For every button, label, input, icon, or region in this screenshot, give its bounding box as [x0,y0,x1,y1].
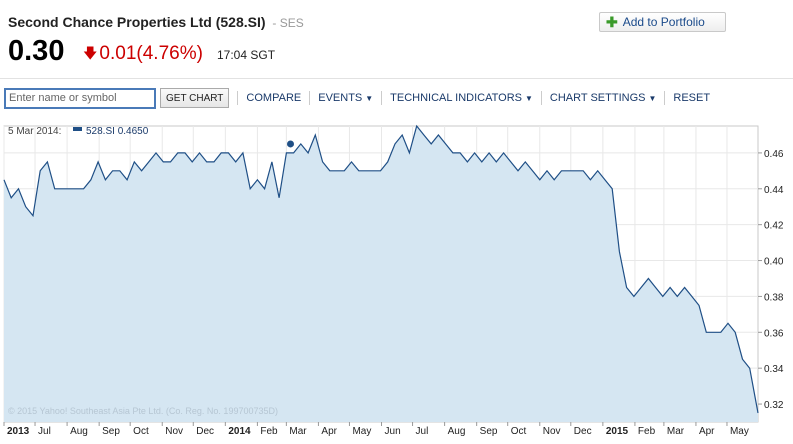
x-axis: 2013 Jul Aug Sep Oct Nov Dec 2014 Feb Mar Apr May Ju… [3,422,749,437]
y-tick-label: 0.46 [764,149,784,160]
company-title: Second Chance Properties Ltd (528.SI) - … [8,14,304,30]
last-price: 0.30 [8,35,65,67]
plus-icon: ✚ [606,13,618,30]
compare-button[interactable]: COMPARE [237,91,309,105]
reset-button[interactable]: RESET [664,91,718,105]
price-area-fill [4,126,758,422]
symbol-search-input[interactable] [4,87,156,109]
add-to-portfolio-button[interactable]: ✚ Add to Portfolio [599,12,726,32]
x-tick-label: Jun [385,426,401,437]
events-label: EVENTS [318,92,363,104]
x-tick-label: Oct [511,426,527,437]
hover-marker [286,140,294,148]
copyright-watermark: © 2015 Yahoo! Southeast Asia Pte Ltd. (C… [8,406,278,416]
x-tick-label: Feb [638,426,656,437]
quote-header: Second Chance Properties Ltd (528.SI) - … [8,0,793,80]
header-divider [0,78,793,79]
change-value: 0.01 [99,43,137,64]
y-tick-label: 0.44 [764,185,784,196]
x-tick-label: 2013 [7,426,30,437]
caret-down-icon: ▼ [524,93,533,103]
chart-legend: 5 Mar 2014: 528.SI 0.4650 [8,126,149,137]
chart-toolbar: GET CHART COMPARE EVENTS▼ TECHNICAL INDI… [4,87,718,109]
y-axis: 0.32 0.34 0.36 0.38 0.40 0.42 0.44 0.46 [758,149,784,411]
legend-date: 5 Mar 2014: [8,126,61,137]
x-tick-label: May [352,426,371,437]
caret-down-icon: ▼ [365,93,374,103]
x-tick-label: Sep [102,426,120,437]
x-tick-label: Nov [543,426,561,437]
compare-label: COMPARE [246,92,302,104]
y-tick-label: 0.38 [764,292,784,303]
get-chart-button[interactable]: GET CHART [160,88,230,108]
x-tick-label: Jul [416,426,429,437]
x-tick-label: Oct [133,426,149,437]
exchange-label: - SES [272,16,304,30]
x-tick-label: Feb [260,426,278,437]
add-to-portfolio-label: Add to Portfolio [622,15,705,29]
x-tick-label: Mar [667,426,685,437]
y-tick-label: 0.34 [764,364,784,375]
chart-settings-label: CHART SETTINGS [549,92,646,104]
x-tick-label: Mar [289,426,307,437]
events-menu[interactable]: EVENTS ▼ [309,91,381,105]
down-arrow-icon: 🡇 [83,45,98,61]
x-tick-label: Nov [165,426,183,437]
x-tick-label: Aug [448,426,466,437]
x-tick-label: Aug [70,426,88,437]
chart-settings-menu[interactable]: CHART SETTINGS ▼ [540,91,664,105]
price-chart-svg[interactable]: 0.32 0.34 0.36 0.38 0.40 0.42 0.44 0.46 2013 Jul… [0,118,793,439]
x-tick-label: Apr [699,426,715,437]
y-tick-label: 0.40 [764,257,784,268]
x-tick-label: May [730,426,749,437]
x-tick-label: Dec [574,426,592,437]
y-tick-label: 0.36 [764,328,784,339]
legend-swatch [73,127,82,131]
x-tick-label: Apr [321,426,337,437]
legend-value: 528.SI 0.4650 [86,126,149,137]
change-percent: (4.76%) [136,43,203,64]
technical-indicators-label: TECHNICAL INDICATORS [390,92,522,104]
price-chart[interactable]: 0.32 0.34 0.36 0.38 0.40 0.42 0.44 0.46 2013 Jul… [0,118,793,439]
price-line [3,124,759,414]
x-tick-label: Sep [480,426,498,437]
y-tick-label: 0.42 [764,221,784,232]
quote-time: 17:04 SGT [217,48,276,62]
x-tick-label: 2015 [606,426,629,437]
reset-label: RESET [673,92,711,104]
x-tick-label: Jul [38,426,51,437]
x-tick-label: Dec [196,426,214,437]
caret-down-icon: ▼ [648,93,657,103]
technical-indicators-menu[interactable]: TECHNICAL INDICATORS ▼ [381,91,541,105]
y-tick-label: 0.32 [764,400,784,411]
x-tick-label: 2014 [228,426,251,437]
company-name: Second Chance Properties Ltd (528.SI) [8,14,266,30]
price-change: 🡇 0.01(4.76%) [83,43,203,68]
